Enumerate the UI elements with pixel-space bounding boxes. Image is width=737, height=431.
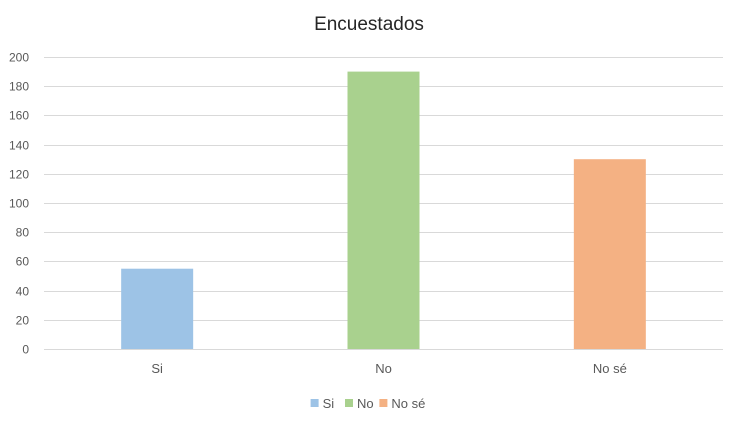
y-tick-label: 60 bbox=[16, 255, 30, 269]
y-tick-label: 200 bbox=[9, 51, 29, 65]
y-tick-label: 140 bbox=[9, 139, 29, 153]
y-tick-label: 120 bbox=[9, 168, 29, 182]
y-tick-label: 0 bbox=[22, 343, 29, 357]
x-tick-label: No bbox=[375, 361, 392, 376]
legend-label-0: Si bbox=[323, 396, 335, 411]
legend-swatch-0 bbox=[310, 399, 319, 407]
y-tick-label: 40 bbox=[16, 285, 30, 299]
y-tick-label: 80 bbox=[16, 226, 30, 240]
bar-0 bbox=[121, 268, 194, 349]
bars bbox=[121, 71, 646, 349]
x-axis-tick-labels: Si No No sé bbox=[151, 361, 626, 376]
legend-label-1: No bbox=[357, 396, 374, 411]
y-axis-tick-labels: 0 20 40 60 80 100 120 140 160 180 200 bbox=[9, 51, 29, 357]
bar-1 bbox=[347, 71, 420, 349]
bar-2 bbox=[573, 159, 646, 349]
y-tick-label: 100 bbox=[9, 197, 29, 211]
x-tick-label: Si bbox=[151, 361, 163, 376]
y-tick-label: 180 bbox=[9, 80, 29, 94]
legend: Si No No sé bbox=[310, 396, 425, 411]
legend-label-2: No sé bbox=[391, 396, 425, 411]
chart-title: Encuestados bbox=[314, 14, 424, 35]
y-tick-label: 20 bbox=[16, 314, 30, 328]
y-tick-label: 160 bbox=[9, 109, 29, 123]
legend-swatch-1 bbox=[345, 399, 353, 407]
legend-swatch-2 bbox=[379, 399, 388, 407]
x-tick-label: No sé bbox=[593, 361, 627, 376]
